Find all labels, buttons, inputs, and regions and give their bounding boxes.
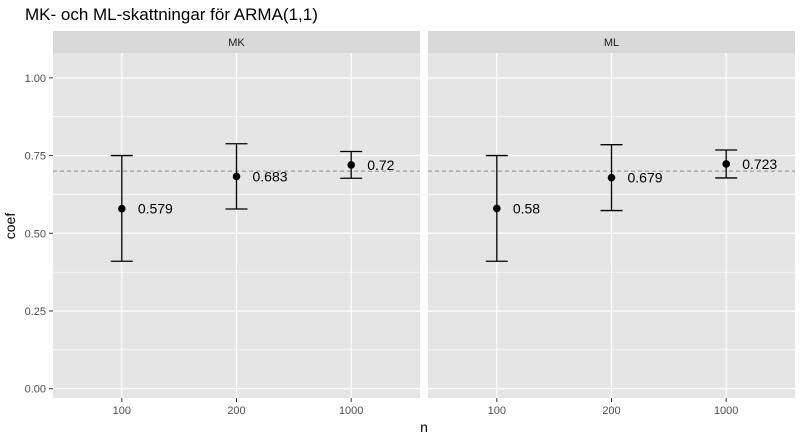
data-point-ml-200 [607, 173, 616, 182]
data-label-mk-200: 0.683 [253, 168, 288, 184]
data-label-mk-100: 0.579 [138, 201, 173, 217]
errorbar-mk-1000: 0.72 [340, 150, 395, 179]
errorbar-mk-100: 0.579 [110, 154, 173, 262]
x-tick-label-mk-200: 200 [227, 405, 245, 417]
strip-mk [53, 31, 420, 53]
errorbar-ml-100: 0.58 [485, 154, 540, 262]
data-label-mk-1000: 0.72 [367, 157, 394, 173]
x-tick-label-mk-1000: 1000 [339, 405, 363, 417]
facet-panels: MK 0.579 0.683 0.72 100 200 1000 ML 0.58 0.679 0.7… [25, 31, 795, 417]
y-axis-title: coef [2, 213, 18, 240]
x-tick-label-ml-1000: 1000 [714, 405, 738, 417]
data-point-mk-200 [232, 172, 241, 181]
strip-ml [428, 31, 795, 53]
y-tick-label: 0.25 [25, 306, 46, 318]
x-axis-title: n [420, 419, 428, 435]
errorbar-ml-1000: 0.723 [715, 149, 777, 179]
data-label-ml-1000: 0.723 [742, 156, 777, 172]
y-tick-label: 0.50 [25, 228, 46, 240]
x-tick-label-ml-100: 100 [488, 405, 506, 417]
data-point-mk-1000 [347, 161, 355, 169]
panel-ml: ML 0.58 0.679 0.723 100 200 1000 [428, 31, 795, 417]
y-tick-label: 1.00 [25, 73, 46, 85]
x-tick-label-mk-100: 100 [113, 405, 131, 417]
x-tick-label-ml-200: 200 [602, 405, 620, 417]
data-label-ml-100: 0.58 [513, 200, 540, 216]
data-point-ml-1000 [722, 160, 730, 168]
panel-mk: MK 0.579 0.683 0.72 100 200 1000 [53, 31, 420, 417]
strip-label-mk: MK [228, 37, 245, 49]
chart-title: MK- och ML-skattningar för ARMA(1,1) [25, 5, 318, 24]
y-tick-label: 0.75 [25, 151, 46, 163]
data-point-ml-100 [493, 204, 501, 213]
y-tick-label: 0.00 [25, 384, 46, 396]
data-point-mk-100 [118, 204, 126, 213]
data-label-ml-200: 0.679 [628, 170, 663, 186]
errorbar-mk-200: 0.683 [225, 143, 288, 210]
strip-label-ml: ML [604, 37, 619, 49]
errorbar-ml-200: 0.679 [600, 144, 663, 212]
